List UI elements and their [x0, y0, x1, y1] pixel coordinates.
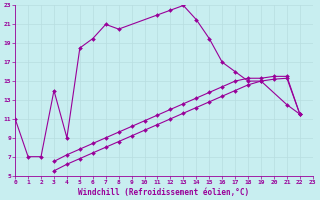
- X-axis label: Windchill (Refroidissement éolien,°C): Windchill (Refroidissement éolien,°C): [78, 188, 250, 197]
